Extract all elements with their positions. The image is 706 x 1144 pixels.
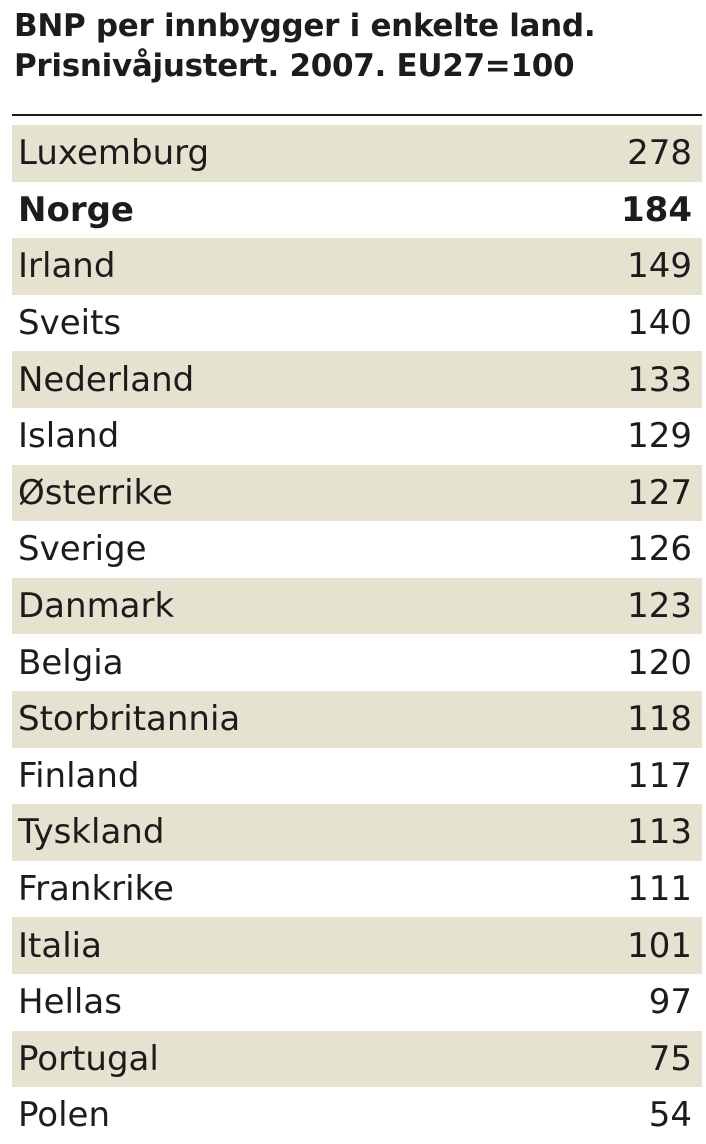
country-label: Luxemburg [18, 133, 210, 174]
country-label: Storbritannia [18, 699, 241, 740]
value-label: 120 [627, 642, 692, 683]
country-label: Tyskland [18, 812, 165, 853]
value-label: 133 [627, 359, 692, 400]
data-table: Luxemburg 278 Norge 184 Irland 149 Sveits 140 Ne… [12, 125, 702, 1144]
header-rule [12, 114, 702, 116]
table-row: Storbritannia 118 [12, 690, 702, 748]
value-label: 113 [627, 812, 692, 853]
table-row: Sverige 126 [12, 521, 702, 578]
table-row: Portugal 75 [12, 1030, 702, 1088]
value-label: 123 [627, 586, 692, 627]
country-label: Østerrike [18, 472, 173, 513]
country-label: Island [18, 416, 120, 457]
country-label: Irland [18, 246, 116, 287]
country-label: Finland [18, 755, 140, 796]
table-row: Norge 184 [12, 182, 702, 239]
table-row: Luxemburg 278 [12, 125, 702, 182]
value-label: 111 [627, 869, 692, 910]
chart-title: BNP per innbygger i enkelte land. [14, 8, 596, 44]
table-row: Hellas 97 [12, 974, 702, 1031]
country-label: Norge [18, 189, 134, 230]
country-label: Portugal [18, 1038, 159, 1079]
value-label: 140 [627, 303, 692, 344]
table-row: Frankrike 111 [12, 861, 702, 918]
country-label: Nederland [18, 359, 195, 400]
country-label: Danmark [18, 586, 175, 627]
country-label: Belgia [18, 642, 124, 683]
table-row: Island 129 [12, 408, 702, 465]
table-row: Østerrike 127 [12, 464, 702, 522]
value-label: 278 [627, 133, 692, 174]
table-row: Polen 54 [12, 1087, 702, 1144]
value-label: 101 [627, 925, 692, 966]
value-label: 97 [648, 982, 692, 1023]
value-label: 149 [627, 246, 692, 287]
value-label: 54 [648, 1095, 692, 1136]
country-label: Hellas [18, 982, 122, 1023]
table-row: Danmark 123 [12, 577, 702, 635]
table-row: Italia 101 [12, 917, 702, 974]
value-label: 126 [627, 529, 692, 570]
value-label: 127 [627, 472, 692, 513]
value-label: 129 [627, 416, 692, 457]
table-row: Irland 149 [12, 238, 702, 295]
country-label: Italia [18, 925, 102, 966]
table-row: Belgia 120 [12, 634, 702, 691]
value-label: 117 [627, 755, 692, 796]
table-row: Finland 117 [12, 748, 702, 805]
country-label: Sveits [18, 303, 122, 344]
country-label: Sverige [18, 529, 147, 570]
table-row: Nederland 133 [12, 351, 702, 408]
chart-subtitle: Prisnivåjustert. 2007. EU27=100 [14, 48, 575, 84]
value-label: 184 [621, 189, 692, 230]
table-row: Sveits 140 [12, 295, 702, 352]
country-label: Polen [18, 1095, 111, 1136]
country-label: Frankrike [18, 869, 174, 910]
chart-title-block: BNP per innbygger i enkelte land. Prisni… [14, 6, 694, 86]
table-row: Tyskland 113 [12, 804, 702, 861]
value-label: 75 [648, 1038, 692, 1079]
value-label: 118 [627, 699, 692, 740]
